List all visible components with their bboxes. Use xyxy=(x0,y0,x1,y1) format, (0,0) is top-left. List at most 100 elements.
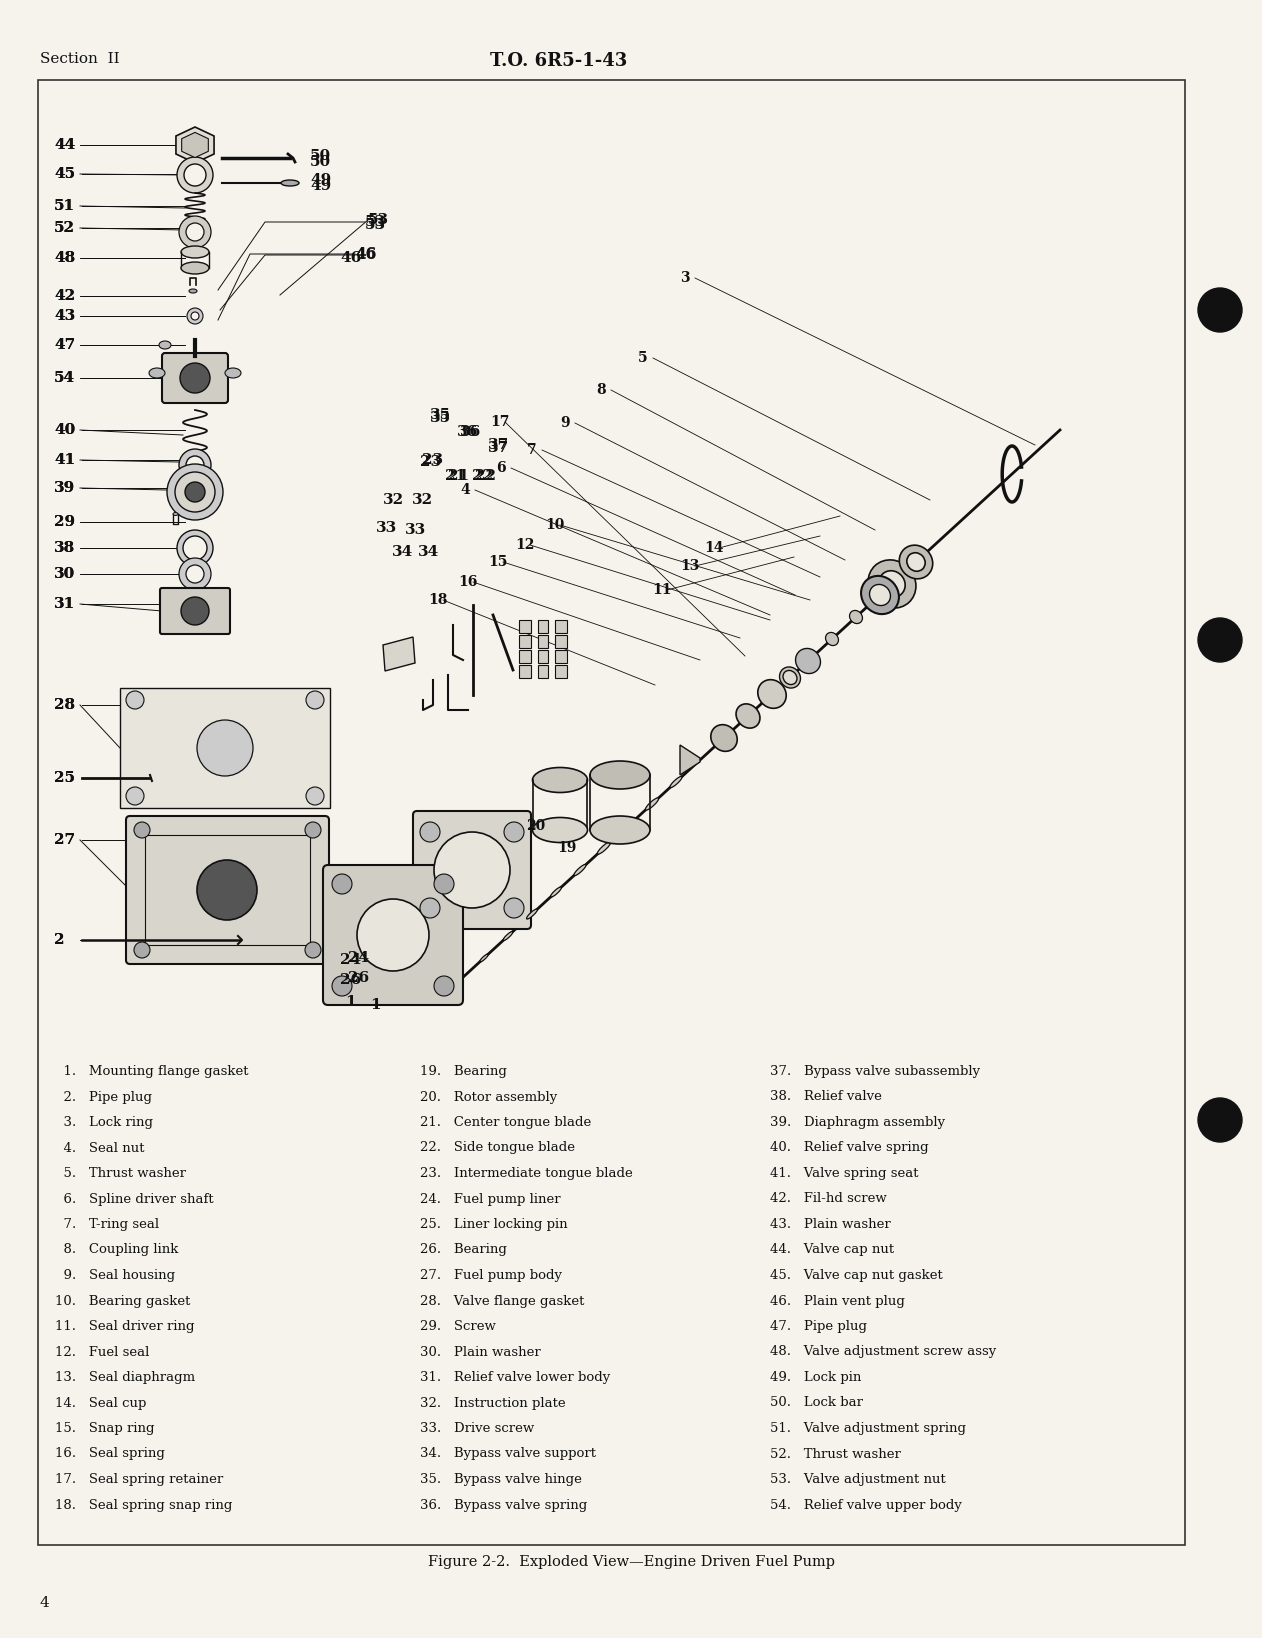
Ellipse shape xyxy=(550,886,562,898)
Bar xyxy=(555,636,567,649)
Text: 36: 36 xyxy=(461,424,481,439)
Text: 30: 30 xyxy=(54,567,76,581)
Bar xyxy=(555,621,567,632)
Text: 21: 21 xyxy=(448,468,469,483)
Polygon shape xyxy=(182,133,208,157)
Text: 53: 53 xyxy=(369,213,389,228)
Text: 49: 49 xyxy=(310,179,331,193)
Text: 40: 40 xyxy=(54,423,76,437)
Circle shape xyxy=(305,822,321,839)
Circle shape xyxy=(126,786,144,804)
Circle shape xyxy=(134,942,150,958)
Circle shape xyxy=(187,308,203,324)
Ellipse shape xyxy=(825,632,838,645)
Text: 50: 50 xyxy=(310,149,331,164)
Circle shape xyxy=(191,311,199,319)
Text: 13: 13 xyxy=(680,559,699,573)
Text: 53: 53 xyxy=(365,215,386,229)
Text: 28: 28 xyxy=(54,698,76,713)
Bar xyxy=(38,80,1185,1545)
Text: 19: 19 xyxy=(557,840,577,855)
Text: 15: 15 xyxy=(488,555,507,568)
Bar xyxy=(538,650,548,663)
Text: 54: 54 xyxy=(54,370,76,385)
Text: 50: 50 xyxy=(310,156,331,169)
Text: 31.   Relief valve lower body: 31. Relief valve lower body xyxy=(420,1371,611,1384)
Text: 33: 33 xyxy=(405,523,427,537)
Text: 17.   Seal spring retainer: 17. Seal spring retainer xyxy=(56,1473,223,1486)
Text: 42.   Fil-hd screw: 42. Fil-hd screw xyxy=(770,1192,887,1206)
Text: 16.   Seal spring: 16. Seal spring xyxy=(56,1448,165,1461)
Text: 45: 45 xyxy=(54,167,76,182)
Ellipse shape xyxy=(504,932,512,940)
Text: 23.   Intermediate tongue blade: 23. Intermediate tongue blade xyxy=(420,1166,632,1179)
Ellipse shape xyxy=(757,680,786,708)
Text: 46: 46 xyxy=(339,251,361,265)
Text: 17: 17 xyxy=(490,414,510,429)
Text: 28: 28 xyxy=(54,698,76,713)
Bar xyxy=(538,665,548,678)
Text: 35: 35 xyxy=(430,408,451,423)
FancyBboxPatch shape xyxy=(126,816,329,965)
Ellipse shape xyxy=(870,585,891,606)
Text: 34: 34 xyxy=(392,545,413,559)
Circle shape xyxy=(179,216,211,247)
Text: 39: 39 xyxy=(54,482,76,495)
Ellipse shape xyxy=(574,865,586,876)
Text: 9: 9 xyxy=(560,416,569,431)
Text: 40.   Relief valve spring: 40. Relief valve spring xyxy=(770,1142,929,1155)
Text: 22: 22 xyxy=(475,468,496,483)
Text: 36.   Bypass valve spring: 36. Bypass valve spring xyxy=(420,1499,587,1512)
Text: 51.   Valve adjustment spring: 51. Valve adjustment spring xyxy=(770,1422,965,1435)
Ellipse shape xyxy=(597,842,611,853)
Text: 52: 52 xyxy=(54,221,74,234)
Text: 28.   Valve flange gasket: 28. Valve flange gasket xyxy=(420,1294,584,1307)
Circle shape xyxy=(434,976,454,996)
Circle shape xyxy=(186,565,204,583)
Text: 30.   Plain washer: 30. Plain washer xyxy=(420,1345,540,1358)
Circle shape xyxy=(357,899,429,971)
Text: 35.   Bypass valve hinge: 35. Bypass valve hinge xyxy=(420,1473,582,1486)
Text: 41.   Valve spring seat: 41. Valve spring seat xyxy=(770,1166,919,1179)
Ellipse shape xyxy=(591,762,650,790)
Text: 27: 27 xyxy=(54,834,76,847)
Text: Figure 2-2.  Exploded View—Engine Driven Fuel Pump: Figure 2-2. Exploded View—Engine Driven … xyxy=(428,1554,834,1569)
Bar xyxy=(145,835,310,945)
Text: 18.   Seal spring snap ring: 18. Seal spring snap ring xyxy=(56,1499,232,1512)
Text: 52.   Thrust washer: 52. Thrust washer xyxy=(770,1448,901,1461)
Circle shape xyxy=(179,449,211,482)
Text: 50.   Lock bar: 50. Lock bar xyxy=(770,1397,863,1410)
Text: 4: 4 xyxy=(40,1595,49,1610)
Ellipse shape xyxy=(861,577,899,614)
Text: 48: 48 xyxy=(54,251,76,265)
Text: 37.   Bypass valve subassembly: 37. Bypass valve subassembly xyxy=(770,1065,981,1078)
Text: 13.   Seal diaphragm: 13. Seal diaphragm xyxy=(56,1371,196,1384)
Ellipse shape xyxy=(736,704,760,729)
Text: 6: 6 xyxy=(496,460,506,475)
Bar xyxy=(120,688,329,808)
Text: 34: 34 xyxy=(418,545,439,559)
Text: 47: 47 xyxy=(54,337,76,352)
Ellipse shape xyxy=(159,341,170,349)
Text: 2: 2 xyxy=(54,934,64,947)
Ellipse shape xyxy=(670,776,681,788)
Text: 32: 32 xyxy=(382,493,404,508)
Ellipse shape xyxy=(180,262,209,274)
Text: 15.   Snap ring: 15. Snap ring xyxy=(56,1422,154,1435)
Polygon shape xyxy=(382,637,415,672)
Text: 35: 35 xyxy=(430,411,451,424)
Text: 52: 52 xyxy=(54,221,74,234)
Circle shape xyxy=(434,875,454,894)
Text: 31: 31 xyxy=(54,596,76,611)
Text: 14.   Seal cup: 14. Seal cup xyxy=(56,1397,146,1410)
Text: 27.   Fuel pump body: 27. Fuel pump body xyxy=(420,1269,562,1283)
Text: 20.   Rotor assembly: 20. Rotor assembly xyxy=(420,1091,558,1104)
Text: 12.   Fuel seal: 12. Fuel seal xyxy=(56,1345,149,1358)
Text: 39.   Diaphragm assembly: 39. Diaphragm assembly xyxy=(770,1115,945,1129)
Text: 38.   Relief valve: 38. Relief valve xyxy=(770,1091,882,1104)
FancyBboxPatch shape xyxy=(162,354,228,403)
Bar xyxy=(519,621,531,632)
Circle shape xyxy=(186,482,204,501)
Text: 7: 7 xyxy=(528,442,536,457)
Text: 41: 41 xyxy=(54,454,76,467)
